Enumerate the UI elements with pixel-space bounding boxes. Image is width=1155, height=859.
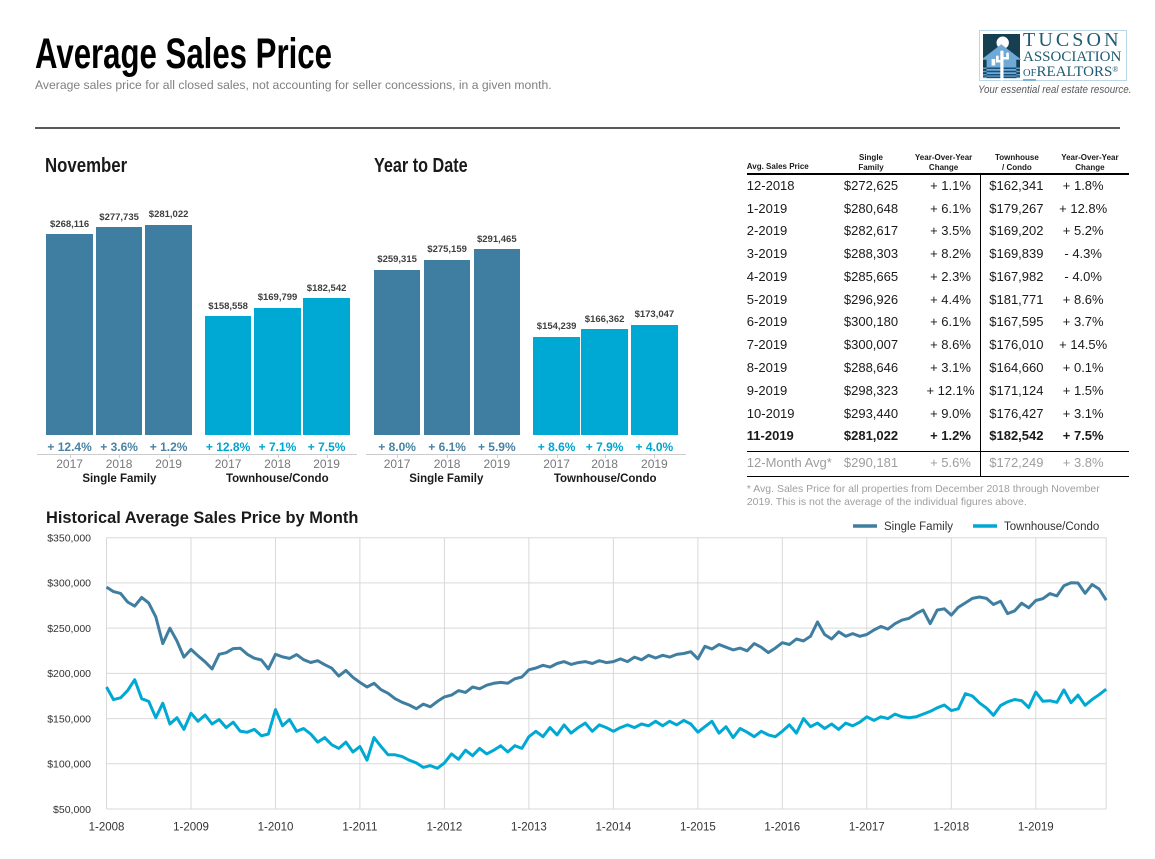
svg-text:1-2011: 1-2011 [342, 822, 377, 834]
svg-text:1-2014: 1-2014 [595, 822, 631, 834]
svg-text:Townhouse/Condo: Townhouse/Condo [1004, 521, 1099, 533]
svg-text:$100,000: $100,000 [47, 759, 91, 771]
svg-text:$50,000: $50,000 [53, 804, 91, 816]
svg-text:1-2019: 1-2019 [1018, 822, 1054, 834]
svg-text:1-2012: 1-2012 [426, 822, 462, 834]
svg-text:1-2008: 1-2008 [89, 822, 125, 834]
svg-text:$350,000: $350,000 [47, 533, 91, 545]
svg-text:1-2013: 1-2013 [511, 822, 547, 834]
svg-text:$250,000: $250,000 [47, 623, 91, 635]
svg-text:1-2017: 1-2017 [849, 822, 885, 834]
svg-text:$200,000: $200,000 [47, 668, 91, 680]
svg-text:$150,000: $150,000 [47, 713, 91, 725]
svg-text:1-2015: 1-2015 [680, 822, 716, 834]
svg-text:1-2009: 1-2009 [173, 822, 209, 834]
svg-text:1-2018: 1-2018 [933, 822, 969, 834]
svg-text:Single Family: Single Family [884, 521, 953, 533]
svg-text:1-2010: 1-2010 [258, 822, 294, 834]
svg-text:1-2016: 1-2016 [764, 822, 800, 834]
svg-text:$300,000: $300,000 [47, 578, 91, 590]
